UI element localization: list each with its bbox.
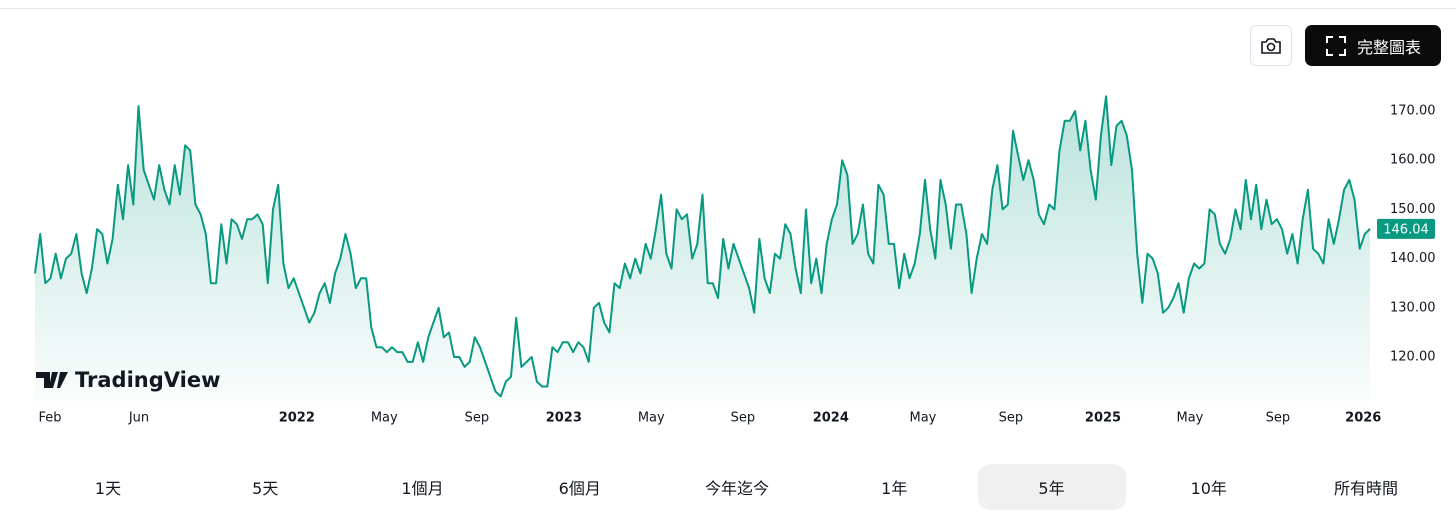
range-button[interactable]: 所有時間	[1333, 479, 1398, 498]
x-tick-label: Jun	[128, 411, 149, 426]
x-tick-label: Sep	[999, 411, 1024, 426]
range-button[interactable]: 6個月	[558, 479, 601, 498]
y-tick-label: 150.00	[1390, 202, 1436, 217]
range-button[interactable]: 1天	[94, 479, 122, 498]
x-tick-label: 2023	[546, 411, 582, 426]
range-button[interactable]: 1個月	[401, 479, 444, 498]
x-tick-label: Feb	[38, 411, 61, 426]
x-tick-label: 2024	[813, 411, 849, 426]
full-chart-label: 完整圖表	[1356, 37, 1421, 57]
x-tick-label: May	[1176, 411, 1203, 426]
y-tick-label: 140.00	[1390, 251, 1436, 266]
range-button[interactable]: 5天	[252, 479, 279, 498]
chart: 120.00 130.00 140.00 150.00 160.00 170.00 Feb J…	[34, 95, 1436, 426]
camera-icon	[1261, 37, 1281, 54]
x-tick-label: Sep	[731, 411, 756, 426]
x-tick-label: 2026	[1345, 411, 1381, 426]
x-tick-label: May	[638, 411, 665, 426]
area	[35, 96, 1370, 402]
range-button[interactable]: 1年	[881, 479, 908, 498]
y-tick-label: 160.00	[1390, 153, 1436, 168]
full-chart-button[interactable]: 完整圖表	[1305, 25, 1441, 66]
top-border	[0, 8, 1456, 9]
y-tick-label: 130.00	[1390, 300, 1436, 315]
range-button[interactable]: 今年迄今	[704, 479, 769, 498]
range-button[interactable]: 10年	[1190, 479, 1227, 498]
x-tick-label: May	[909, 411, 936, 426]
range-button[interactable]: 5年	[977, 464, 1126, 510]
x-tick-label: Sep	[465, 411, 490, 426]
logo: TradingView	[36, 368, 220, 392]
x-tick-label: 2025	[1085, 411, 1121, 426]
y-tick-label: 170.00	[1390, 104, 1436, 119]
snapshot-button[interactable]	[1250, 25, 1292, 66]
last-price-label: 146.04	[1383, 222, 1429, 237]
logo-text: TradingView	[75, 368, 220, 392]
x-tick-label: May	[371, 411, 398, 426]
last-price-box	[1377, 218, 1435, 239]
x-tick-label: Sep	[1266, 411, 1291, 426]
expand-icon	[1325, 35, 1346, 56]
price-line	[34, 95, 1371, 398]
x-tick-label: 2022	[279, 411, 315, 426]
y-tick-label: 120.00	[1390, 350, 1436, 365]
